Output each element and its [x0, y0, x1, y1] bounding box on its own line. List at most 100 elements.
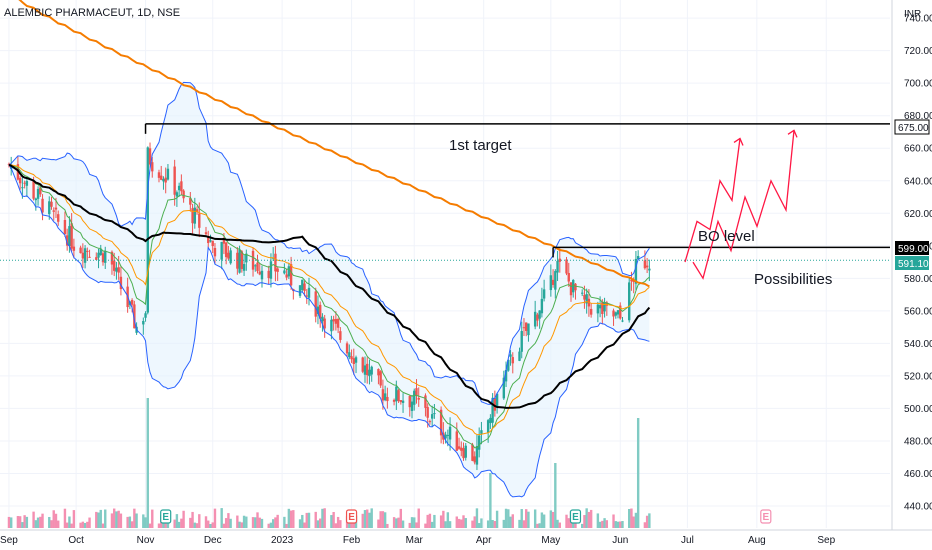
candle-body: [191, 208, 194, 224]
y-tick-label: 500.00: [904, 404, 932, 415]
candle-body: [301, 279, 304, 291]
candle-body: [628, 282, 631, 321]
candle-body: [616, 310, 620, 315]
volume-bar: [572, 521, 575, 528]
volume-bar: [477, 523, 481, 528]
volume-bar: [269, 522, 273, 528]
volume-bar: [224, 518, 228, 528]
volume-bar: [433, 514, 436, 528]
indicator-lines: [8, 0, 651, 498]
volume-bar: [386, 523, 389, 528]
candle-body: [240, 251, 244, 269]
candle-body: [583, 294, 586, 300]
candle-body: [430, 414, 434, 419]
candle-body: [238, 249, 241, 273]
candle-body: [350, 356, 353, 360]
volume-bar: [383, 512, 387, 528]
candle-body: [289, 264, 293, 286]
volume-bar: [330, 515, 333, 528]
volume-bar: [413, 517, 416, 528]
volume-bar: [628, 509, 631, 528]
candle-body: [386, 396, 389, 402]
candle-body: [569, 282, 573, 296]
volume-bar: [173, 519, 176, 528]
candle-body: [70, 223, 73, 249]
candle-body: [251, 250, 255, 270]
candle-body: [495, 393, 499, 407]
volume-bar: [509, 516, 512, 528]
candle-body: [448, 426, 452, 440]
candle-body: [314, 291, 317, 317]
candle-body: [401, 400, 405, 403]
candle-body: [480, 430, 483, 434]
volume-bar: [444, 521, 447, 528]
candle-body: [63, 219, 67, 234]
volume-bar: [426, 514, 429, 528]
y-tick-label: 720.00: [904, 46, 932, 57]
candle-body: [377, 369, 380, 376]
candle-body: [473, 456, 476, 463]
candle-body: [256, 262, 259, 272]
candle-body: [598, 305, 602, 309]
volume-bar: [319, 518, 322, 528]
bollinger-fill: [9, 82, 650, 497]
volume-bar: [191, 511, 194, 528]
annotation-bo-level: BO level: [698, 228, 755, 245]
volume-bar: [401, 520, 405, 528]
price-label-591: 591.10: [895, 256, 929, 270]
x-axis[interactable]: Sep Oct Nov Dec 2023 Feb Mar Apr May Jun Jul Aug Sep: [0, 529, 932, 546]
volume-bar: [39, 516, 42, 528]
candle-body: [542, 289, 546, 299]
volume-bar: [558, 522, 561, 528]
price-label-591-text: 591.10: [898, 259, 929, 270]
y-tick-label: 560.00: [904, 306, 932, 317]
y-axis[interactable]: 740.00 720.00 700.00 680.00 660.00 640.00 620.…: [891, 0, 932, 530]
volume-bar: [101, 523, 105, 528]
candle-body: [399, 400, 403, 403]
candle-body: [319, 304, 322, 319]
candle-body: [619, 305, 622, 319]
bollinger-band-fill: [9, 82, 650, 497]
volume-bar: [204, 516, 208, 528]
candle-body: [352, 358, 355, 365]
x-tick-label: Dec: [204, 535, 222, 546]
volume-bar: [68, 516, 71, 528]
candle-body: [491, 397, 494, 423]
volume-bar: [495, 510, 499, 528]
candle-body: [511, 357, 514, 364]
volume-bar: [417, 508, 420, 528]
volume-bar: [520, 509, 523, 528]
volume-bar: [480, 518, 483, 528]
candle-body: [41, 198, 44, 213]
candle-body: [424, 395, 427, 408]
y-tick-label: 440.00: [904, 501, 932, 512]
candle-body: [21, 187, 24, 189]
volume-bar: [166, 520, 170, 528]
volume-bar: [527, 511, 530, 528]
x-tick-label: Jun: [612, 535, 628, 546]
volume-bar: [146, 398, 149, 528]
volume-bar: [21, 522, 24, 528]
candle-body: [323, 318, 326, 329]
volume-bar: [502, 519, 506, 528]
candle-body: [99, 249, 102, 255]
candle-body: [585, 294, 588, 304]
volume-bar: [580, 523, 584, 528]
candle-body: [88, 256, 91, 258]
candle-body: [276, 268, 279, 272]
volume-bar: [222, 523, 226, 528]
candle-body: [565, 259, 568, 274]
y-tick-label: 680.00: [904, 111, 932, 122]
volume-bar: [86, 521, 89, 528]
volume-bar: [126, 516, 129, 528]
candle-body: [489, 417, 492, 424]
volume-bar: [207, 520, 210, 528]
x-tick-label: Jul: [681, 535, 694, 546]
candle-body: [321, 316, 324, 322]
volume-bar: [70, 523, 73, 528]
candle-body: [222, 239, 226, 244]
earnings-badge-text: E: [348, 512, 355, 523]
candle-body: [274, 253, 277, 272]
candle-body: [549, 275, 553, 291]
